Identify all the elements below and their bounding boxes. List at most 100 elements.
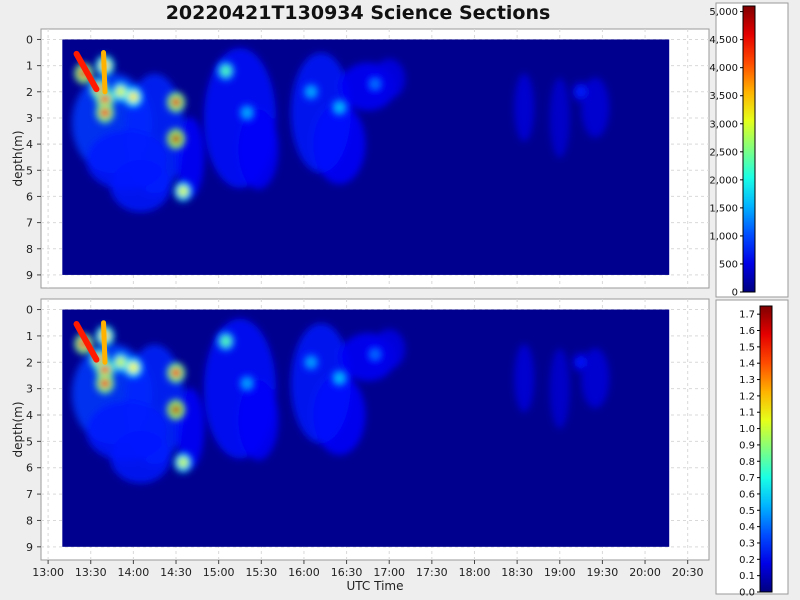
colorbar-tick-label: 0.3 (739, 538, 755, 549)
colorbar-tick-label: 0.5 (739, 506, 755, 517)
y-tick-label: 5 (26, 164, 33, 177)
x-tick-label: 20:30 (672, 566, 704, 579)
data-cell (115, 357, 126, 368)
colorbar-tick-label: 1.5 (739, 342, 755, 353)
data-cell (99, 378, 110, 389)
data-cell (370, 349, 380, 360)
colorbar-tick-label: 5,000 (709, 7, 738, 18)
data-cell (99, 94, 110, 105)
texture-patch (549, 348, 570, 429)
y-axis-label: depth(m) (11, 402, 25, 458)
texture-patch (549, 77, 570, 158)
data-cell (370, 78, 380, 89)
colorbar-tick-label: 0.0 (739, 588, 755, 599)
colorbar-tick-label: 2,000 (709, 175, 738, 186)
data-cell (306, 357, 317, 368)
data-cell (115, 86, 126, 97)
heatmap-marks (74, 325, 591, 473)
y-tick-label: 3 (26, 112, 33, 125)
colorbar-tick-label: 1.1 (739, 408, 755, 419)
x-tick-label: 17:00 (373, 566, 405, 579)
data-cell (334, 102, 345, 113)
data-cell (171, 367, 182, 378)
colorbar-tick-label: 1,000 (709, 231, 738, 242)
colorbar-tick-label: 0.8 (739, 457, 755, 468)
colorbar-tick-label: 1.3 (739, 375, 755, 386)
x-tick-label: 20:00 (629, 566, 661, 579)
data-cell (306, 86, 317, 97)
data-cell (128, 362, 139, 373)
y-tick-label: 2 (26, 86, 33, 99)
texture-patch (238, 109, 279, 190)
heatmap-marks (74, 55, 591, 202)
y-tick-label: 8 (26, 514, 33, 527)
y-tick-label: 0 (26, 304, 33, 317)
y-tick-label: 4 (26, 409, 33, 422)
y-tick-label: 9 (26, 269, 33, 282)
data-cell (178, 186, 189, 197)
data-cell (242, 378, 253, 389)
data-cell (576, 86, 587, 97)
colorbar-gradient (759, 305, 773, 593)
texture-patch (514, 344, 535, 413)
colorbar-tick-label: 4,000 (709, 63, 738, 74)
data-cell (171, 133, 182, 144)
colorbar-gradient (742, 5, 756, 293)
colorbar-tick-label: 0.1 (739, 571, 755, 582)
colorbar-tick-label: 3,000 (709, 119, 738, 130)
figure-title: 20220421T130934 Science Sections (165, 2, 551, 24)
x-tick-label: 18:30 (501, 566, 533, 579)
panel-2 (40, 298, 710, 561)
profile-streak (101, 320, 108, 365)
y-tick-label: 5 (26, 435, 33, 448)
data-cell (171, 97, 182, 108)
colorbar-tick-label: 500 (719, 259, 738, 270)
y-tick-label: 8 (26, 243, 33, 256)
colorbar-1: 0 500 1,000 1,500 2,000 2,500 3,000 3,500 4,000 4… (709, 2, 789, 299)
colorbar-tick-label: 0.7 (739, 473, 755, 484)
texture-patch (313, 104, 366, 185)
colorbar-tick-label: 1.0 (739, 424, 755, 435)
y-tick-label: 1 (26, 330, 33, 343)
colorbar-tick-label: 1.2 (739, 391, 755, 402)
data-cell (99, 107, 110, 118)
colorbar-tick-label: 1,500 (709, 203, 738, 214)
data-cell (576, 357, 587, 368)
x-tick-label: 17:30 (416, 566, 448, 579)
colorbar-tick-label: 4,500 (709, 35, 738, 46)
y-axis-label: depth(m) (11, 131, 25, 187)
texture-patch (86, 400, 167, 461)
colorbar-tick-label: 1.4 (739, 359, 755, 370)
y-tick-label: 7 (26, 488, 33, 501)
y-axis: 0 1 2 3 4 5 6 7 8 9 depth(m) (11, 33, 41, 282)
data-cell (334, 373, 345, 384)
texture-patch (238, 380, 279, 461)
colorbar-tick-label: 2,500 (709, 147, 738, 158)
x-tick-label: 13:30 (75, 566, 107, 579)
x-axis: 13:00 13:30 14:00 14:30 15:00 15:30 16:00 16:30… (32, 560, 704, 593)
colorbar-tick-label: 0.2 (739, 555, 755, 566)
data-cell (242, 107, 253, 118)
colorbar-tick-label: 1.6 (739, 326, 755, 337)
panel-1 (40, 28, 710, 289)
colorbar-tick-label: 1.7 (739, 310, 755, 321)
x-tick-label: 15:30 (245, 566, 277, 579)
colorbar-tick-label: 0 (732, 288, 738, 299)
texture-patch (514, 73, 535, 142)
colorbar-2: 0.0 0.1 0.2 0.3 0.4 0.5 0.6 0.7 0.8 0.9 1.0 1.1 1.2 1… (715, 299, 789, 599)
y-tick-label: 3 (26, 383, 33, 396)
x-tick-label: 13:00 (32, 566, 64, 579)
x-tick-label: 18:00 (459, 566, 491, 579)
y-tick-label: 9 (26, 541, 33, 554)
data-cell (178, 457, 189, 468)
x-tick-label: 15:00 (203, 566, 235, 579)
y-tick-label: 4 (26, 138, 33, 151)
x-tick-label: 19:00 (544, 566, 576, 579)
y-tick-label: 7 (26, 217, 33, 230)
x-tick-label: 14:00 (118, 566, 150, 579)
y-tick-label: 6 (26, 462, 33, 475)
colorbar-tick-label: 3,500 (709, 91, 738, 102)
y-tick-label: 6 (26, 190, 33, 203)
